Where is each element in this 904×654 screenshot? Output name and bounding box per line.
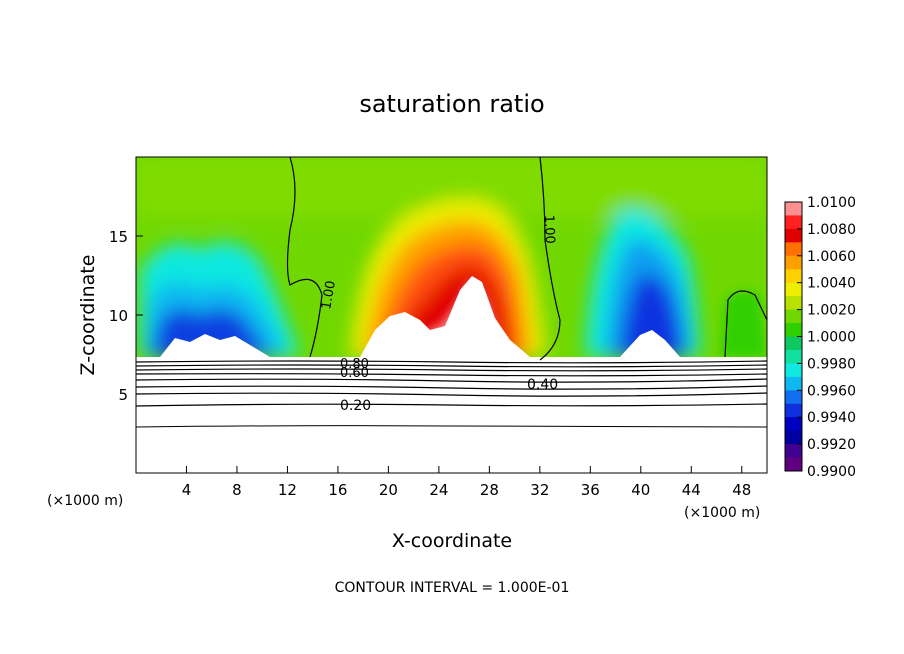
colorbar-label: 1.0060 bbox=[807, 249, 856, 265]
contour-label-080: 0.80 bbox=[340, 357, 369, 372]
x-axis-ticks: 4 8 12 16 20 24 28 32 36 40 44 48 bbox=[182, 466, 751, 499]
colorbar-swatch bbox=[785, 309, 802, 324]
colorbar-swatch bbox=[785, 228, 802, 243]
contour-label-040: 0.40 bbox=[527, 377, 558, 393]
colorbar-swatch bbox=[785, 390, 802, 405]
colorbar-swatch bbox=[785, 444, 802, 459]
contour-label-060: 0.60 bbox=[340, 366, 369, 381]
y-tick-label: 10 bbox=[109, 307, 128, 325]
contour-interval-note: CONTOUR INTERVAL = 1.000E-01 bbox=[335, 580, 570, 596]
x-tick-label: 32 bbox=[530, 481, 549, 499]
colorbar-label: 0.9920 bbox=[807, 437, 856, 453]
x-tick-label: 12 bbox=[278, 481, 297, 499]
colorbar-swatch bbox=[785, 202, 802, 216]
x-tick-label: 20 bbox=[379, 481, 398, 499]
colorbar-swatch bbox=[785, 242, 802, 257]
x-tick-label: 24 bbox=[429, 481, 448, 499]
colorbar-label: 0.9940 bbox=[807, 410, 856, 426]
y-axis-label: Z-coordinate bbox=[77, 255, 99, 376]
colorbar-label: 1.0100 bbox=[807, 195, 856, 211]
x-tick-label: 28 bbox=[480, 481, 499, 499]
colorbar-swatch bbox=[785, 296, 802, 311]
contour-lines bbox=[135, 156, 768, 428]
x-axis-label: X-coordinate bbox=[392, 530, 512, 552]
colorbar-label: 1.0040 bbox=[807, 276, 856, 292]
colorbar-label: 1.0000 bbox=[807, 330, 856, 346]
x-unit-right: (×1000 m) bbox=[684, 505, 760, 521]
x-unit-left: (×1000 m) bbox=[47, 493, 123, 509]
colorbar-swatch bbox=[785, 269, 802, 284]
x-tick-label: 16 bbox=[328, 481, 347, 499]
contour-label-100-left: 1.00 bbox=[319, 280, 339, 311]
chart-title: saturation ratio bbox=[359, 90, 544, 118]
colorbar-swatch bbox=[785, 323, 802, 337]
contour-label-100-right: 1.00 bbox=[541, 215, 557, 244]
colorbar-swatch bbox=[785, 215, 802, 230]
colorbar-swatch bbox=[785, 363, 802, 378]
colorbar-label: 0.9900 bbox=[807, 464, 856, 480]
colorbar-swatch bbox=[785, 417, 802, 432]
colorbar-label: 0.9980 bbox=[807, 356, 856, 372]
x-tick-label: 44 bbox=[682, 481, 701, 499]
x-tick-label: 4 bbox=[182, 481, 192, 499]
colorbar-swatch bbox=[785, 255, 802, 270]
colorbar-swatch bbox=[785, 403, 802, 418]
y-axis-ticks: 5 10 15 bbox=[109, 228, 143, 404]
y-tick-label: 5 bbox=[118, 386, 128, 404]
colorbar-swatch bbox=[785, 336, 802, 351]
colorbar-swatch bbox=[785, 282, 802, 297]
colorbar-swatch bbox=[785, 349, 802, 364]
colorbar-swatch bbox=[785, 430, 802, 445]
x-tick-label: 48 bbox=[732, 481, 751, 499]
y-tick-label: 15 bbox=[109, 228, 128, 246]
colorbar-label: 0.9960 bbox=[807, 383, 856, 399]
x-tick-label: 8 bbox=[232, 481, 242, 499]
colorbar-label: 1.0080 bbox=[807, 222, 856, 238]
heatmap-field bbox=[136, 157, 767, 357]
x-tick-label: 36 bbox=[581, 481, 600, 499]
colorbar-swatch bbox=[785, 457, 802, 472]
colorbar-label: 1.0020 bbox=[807, 303, 856, 319]
x-tick-label: 40 bbox=[631, 481, 650, 499]
colorbar: 1.0100 1.0080 1.0060 1.0040 1.0020 1.0000 0.99… bbox=[784, 195, 856, 480]
contour-label-020: 0.20 bbox=[340, 398, 371, 414]
colorbar-swatch bbox=[785, 376, 802, 391]
